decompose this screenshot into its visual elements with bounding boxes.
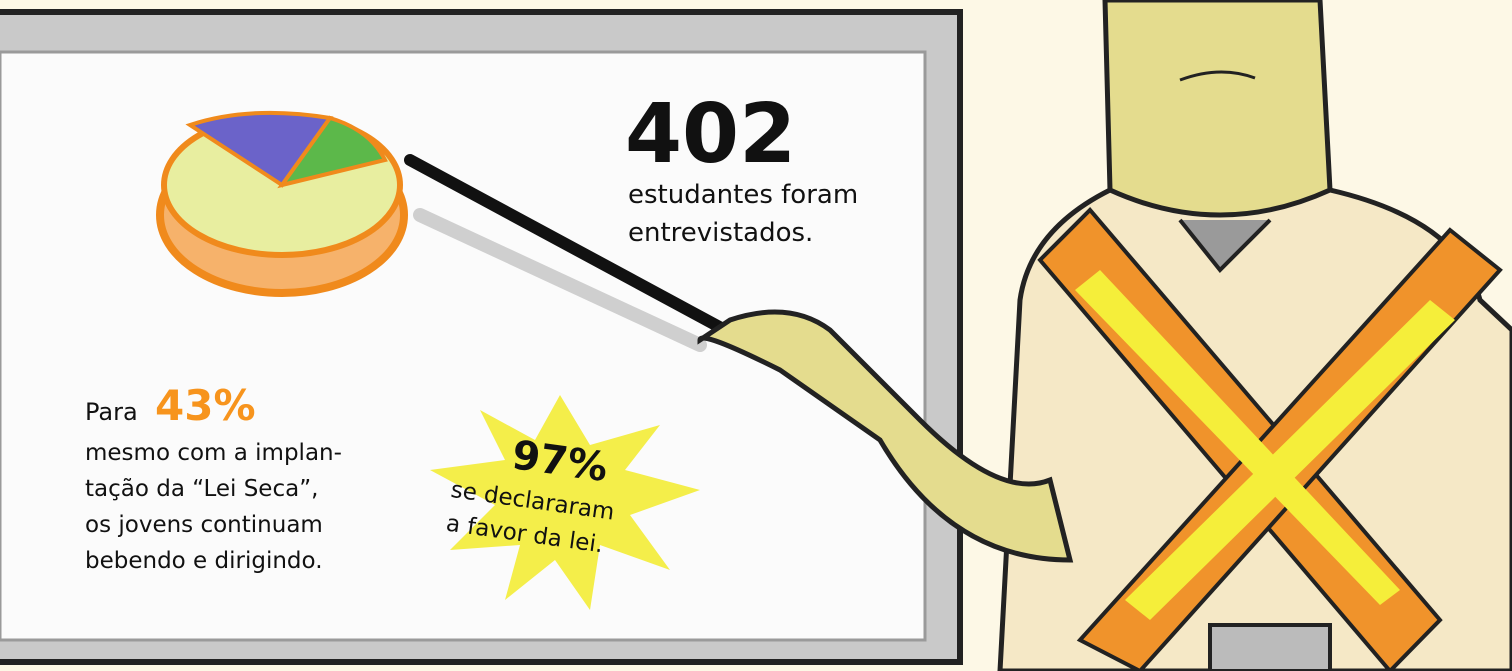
pie-sketch [160,113,404,293]
text-line: mesmo com a implan- [85,440,342,466]
finding1-prefix: Para [85,398,138,426]
text-line: entrevistados. [628,218,813,248]
scene: 402 estudantes foramentrevistados. Para … [0,0,1512,671]
text-line: estudantes foram [628,180,858,210]
head [1105,0,1330,215]
text-line: bebendo e dirigindo. [85,548,323,574]
belt-buckle [1210,625,1330,671]
finding1-number: 43% [155,381,256,430]
total-number: 402 [625,87,796,182]
page: 402 estudantes foramentrevistados. Para … [0,0,1512,671]
text-line: tação da “Lei Seca”, [85,476,318,502]
text-line: os jovens continuam [85,512,323,538]
